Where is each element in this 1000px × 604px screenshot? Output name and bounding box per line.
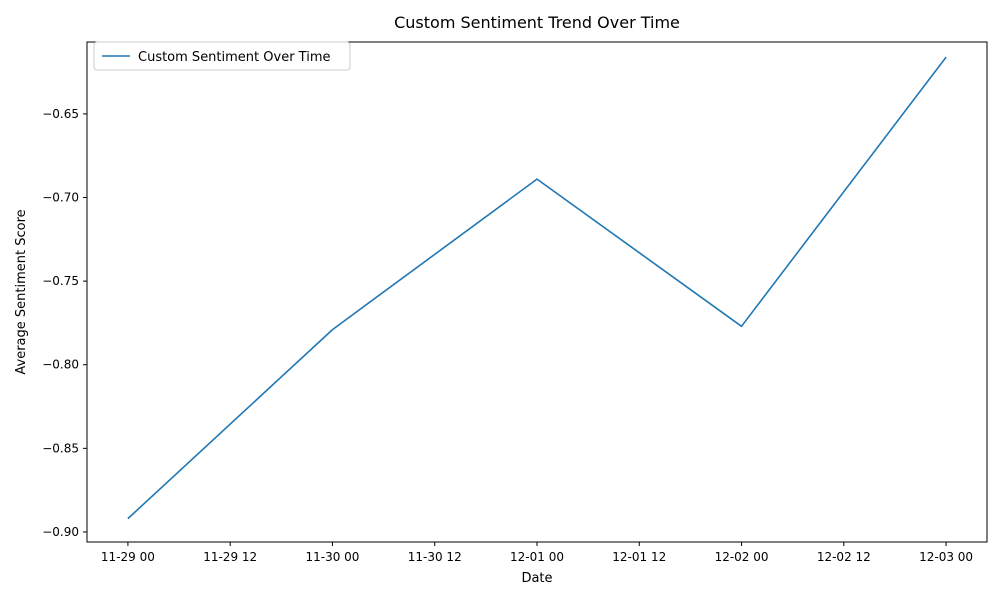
legend-label: Custom Sentiment Over Time bbox=[138, 50, 330, 65]
x-tick-label: 12-03 00 bbox=[919, 550, 973, 564]
series-line-0 bbox=[127, 56, 947, 520]
x-axis: 11-29 00 11-29 12 11-30 00 11-30 12 12-01 00… bbox=[101, 542, 973, 564]
y-tick-label: −0.80 bbox=[42, 358, 79, 372]
x-tick-label: 12-01 12 bbox=[612, 550, 666, 564]
y-tick-label: −0.70 bbox=[42, 191, 79, 205]
plot-frame bbox=[86, 41, 988, 543]
y-tick-label: −0.75 bbox=[42, 274, 79, 288]
y-axis-label: Average Sentiment Score bbox=[14, 209, 29, 374]
plot-area bbox=[127, 56, 947, 520]
x-tick-label: 11-30 12 bbox=[408, 550, 462, 564]
x-tick-label: 12-01 00 bbox=[510, 550, 564, 564]
chart-title: Custom Sentiment Trend Over Time bbox=[394, 13, 680, 32]
legend: Custom Sentiment Over Time bbox=[93, 41, 351, 71]
y-axis: −0.90 −0.85 −0.80 −0.75 −0.70 −0.65 bbox=[42, 107, 87, 539]
y-tick-label: −0.65 bbox=[42, 107, 79, 121]
x-tick-label: 11-29 12 bbox=[203, 550, 257, 564]
legend-box bbox=[93, 41, 351, 71]
x-tick-label: 12-02 12 bbox=[817, 550, 871, 564]
x-tick-label: 12-02 00 bbox=[715, 550, 769, 564]
y-tick-label: −0.85 bbox=[42, 441, 79, 455]
x-axis-label: Date bbox=[521, 571, 552, 586]
x-tick-label: 11-29 00 bbox=[101, 550, 155, 564]
x-tick-label: 11-30 00 bbox=[305, 550, 359, 564]
y-tick-label: −0.90 bbox=[42, 525, 79, 539]
